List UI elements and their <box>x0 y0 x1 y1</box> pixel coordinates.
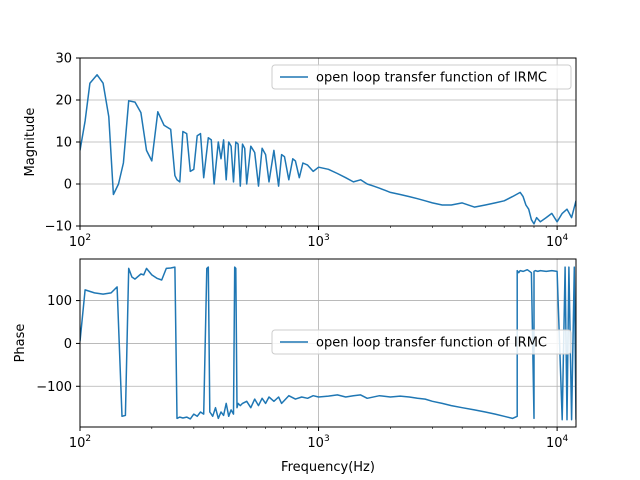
magnitude-x-tick-label: 102 <box>69 233 91 250</box>
magnitude-x-tick-label: 104 <box>546 233 569 250</box>
magnitude-y-ticks: −10 0 10 20 30 <box>45 52 80 235</box>
magnitude-x-tick-label: 103 <box>307 233 329 250</box>
magnitude-legend: open loop transfer function of IRMC <box>271 64 572 90</box>
phase-series-layer <box>80 266 576 421</box>
phase-x-tick-label: 103 <box>307 434 329 451</box>
phase-x-tick-label: 104 <box>546 434 569 451</box>
phase-legend: open loop transfer function of IRMC <box>271 329 572 355</box>
phase-y-tick-label: 0 <box>64 337 72 352</box>
phase-x-ticks: 102 103 104 <box>69 427 569 451</box>
phase-y-ticks: −100 0 100 <box>36 294 80 395</box>
magnitude-y-tick-label: 20 <box>55 94 72 109</box>
magnitude-series-line <box>80 74 576 225</box>
magnitude-y-tick-label: 0 <box>64 178 72 193</box>
phase-y-tick-label: −100 <box>36 380 72 395</box>
phase-series-line <box>80 266 576 421</box>
phase-legend-label: open loop transfer function of IRMC <box>316 336 547 351</box>
magnitude-x-ticks: 102 103 104 <box>69 226 569 250</box>
magnitude-y-axis-label: Magnitude <box>23 108 38 177</box>
magnitude-legend-label: open loop transfer function of IRMC <box>316 71 547 86</box>
phase-x-tick-label: 102 <box>69 434 91 451</box>
magnitude-y-tick-label: 30 <box>55 52 72 67</box>
frequency-x-axis-label: Frequency(Hz) <box>281 460 375 475</box>
magnitude-y-tick-label: −10 <box>45 220 72 235</box>
magnitude-subplot: −10 0 10 20 30 102 103 104 Magnitude open loop… <box>23 52 577 250</box>
phase-y-axis-label: Phase <box>13 324 28 363</box>
phase-y-tick-label: 100 <box>47 294 72 309</box>
magnitude-series-layer <box>80 74 576 225</box>
magnitude-legend-box <box>271 64 572 90</box>
phase-subplot: −100 0 100 102 103 104 Phase Frequency(Hz) o… <box>13 258 577 475</box>
magnitude-y-tick-label: 10 <box>55 136 72 151</box>
phase-legend-box <box>271 329 572 355</box>
